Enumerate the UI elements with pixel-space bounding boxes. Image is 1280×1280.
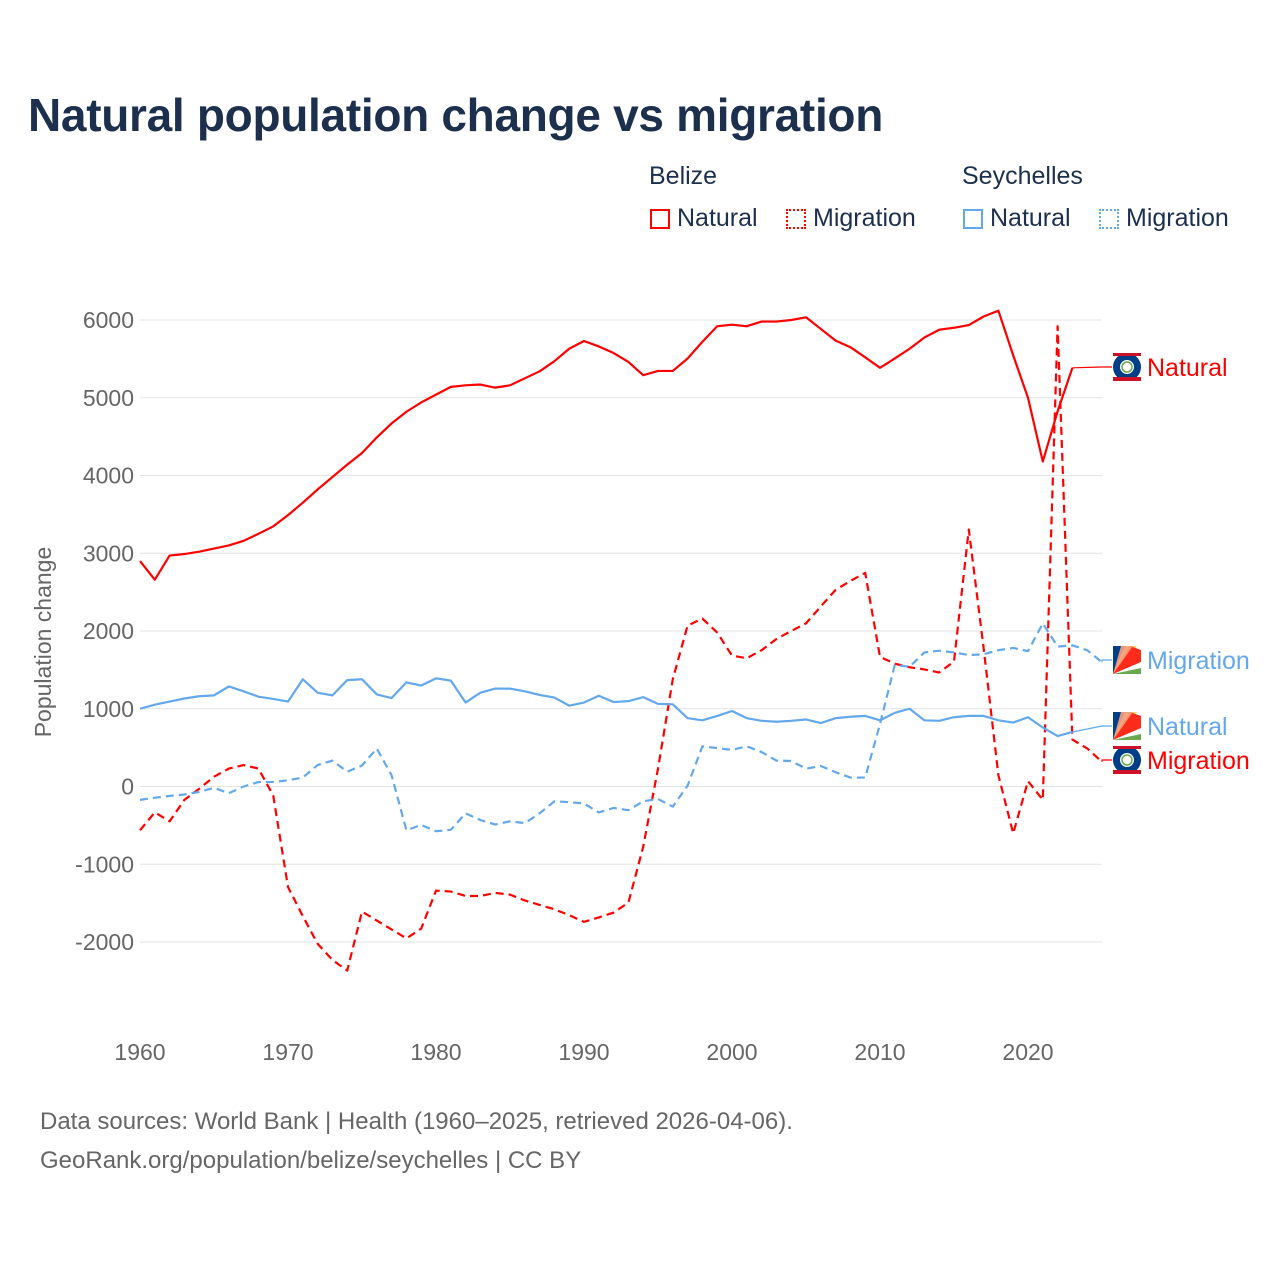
legend-item-belize-natural[interactable]: Natural [650,204,758,233]
flag-stripe [1113,712,1133,740]
series-end-label: Migration [1147,747,1250,775]
y-tick-label: -2000 [75,929,134,955]
belize-flag-icon [1113,353,1141,381]
legend-label: Natural [990,204,1071,232]
x-tick-label: 1990 [558,1039,609,1065]
x-tick-label: 1970 [262,1039,313,1065]
legend-label: Migration [813,204,916,232]
label-connector [1072,725,1112,733]
label-connector [1101,659,1112,663]
chart-title: Natural population change vs migration [28,89,884,141]
legend-swatch-dotted [1099,208,1119,229]
legend-label: Migration [1126,204,1229,232]
series-line-seychelles-natural [139,677,1073,738]
x-tick-label: 2020 [1002,1039,1053,1065]
series-end-label: Natural [1147,713,1228,741]
legend-item-seychelles-natural[interactable]: Natural [963,204,1071,233]
y-tick-label: 4000 [83,463,134,489]
legend-item-belize-migration[interactable]: Migration [786,204,916,233]
flag-green [1113,668,1141,674]
legend-group-seychelles: Seychelles [962,162,1083,190]
flag-red [1113,646,1141,674]
footer-source: Data sources: World Bank | Health (1960–… [40,1108,793,1135]
y-tick-label: 1000 [83,696,134,722]
label-connector [1101,759,1112,762]
y-axis-label: Population change [30,547,56,738]
series-end-label: Natural [1147,354,1228,382]
legend-label: Natural [677,204,758,232]
flag-stripe [1113,646,1133,674]
flag-wreath [1121,754,1133,766]
y-tick-label: 5000 [83,385,134,411]
label-connector [1072,366,1112,369]
flag-stripe [1113,770,1141,774]
x-tick-label: 1960 [114,1039,165,1065]
legend-swatch-solid [963,208,983,229]
flag-red [1113,712,1141,740]
y-tick-label: 2000 [83,618,134,644]
x-tick-label: 2000 [706,1039,757,1065]
legend-item-seychelles-migration[interactable]: Migration [1099,204,1229,233]
series-end-label: Migration [1147,647,1250,675]
y-tick-label: -1000 [75,851,134,877]
y-tick-label: 6000 [83,307,134,333]
legend-group-belize: Belize [649,162,718,190]
series-line-belize-migration [139,325,1103,972]
series-line-belize-natural [139,309,1074,581]
x-tick-label: 1980 [410,1039,461,1065]
seychelles-flag-icon [1113,712,1141,740]
series-line-seychelles-migration [139,622,1103,833]
seychelles-flag-icon [1113,646,1141,674]
y-tick-label: 0 [121,774,134,800]
legend-swatch-dotted [786,208,806,229]
flag-stripe [1113,746,1141,749]
flag-green [1113,734,1141,740]
flag-stripe [1113,353,1141,356]
flag-wreath [1121,361,1133,373]
y-tick-label: 3000 [83,540,134,566]
belize-flag-icon [1113,746,1141,774]
footer-url[interactable]: GeoRank.org/population/belize/seychelles… [40,1147,582,1174]
x-tick-label: 2010 [854,1039,905,1065]
flag-stripe [1113,377,1141,381]
legend-swatch-solid [650,208,670,229]
